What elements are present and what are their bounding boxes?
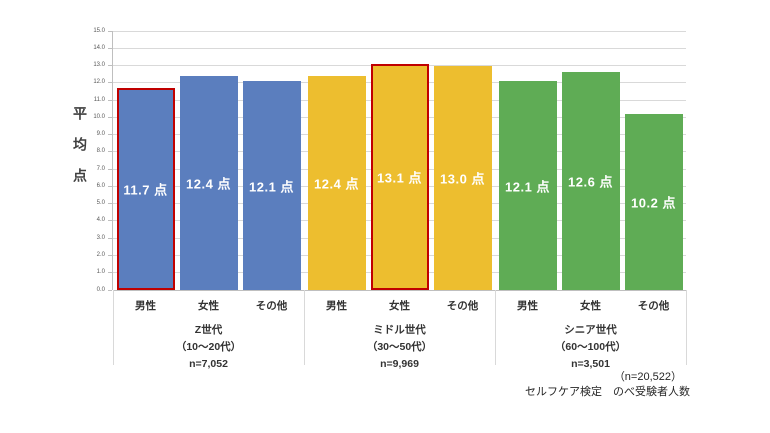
bar-1-0: 12.4 点 [307,75,366,290]
group-separator [685,290,687,365]
y-axis-tick-label: 10.0 [93,113,105,120]
y-axis-tick-mark [108,82,112,84]
bar-1-1: 13.1 点 [370,63,429,290]
y-axis-tick-mark [108,47,112,49]
plot-area: 15.0 14.0 13.0 12.0 11.0 10.0 9.0 8.0 7.0 6.0 5.0 4… [93,28,687,370]
y-axis-tick-mark [108,151,112,153]
y-axis-tick-mark [108,289,112,291]
y-axis-tick-label: 15.0 [93,27,105,34]
category-label: その他 [255,300,288,312]
y-axis-line [112,31,113,290]
y-axis-tick-mark [108,65,112,67]
group-age-range: （10～20代） [175,341,242,353]
group-label: ミドル世代 （30～50代） n=9,969 [367,322,432,373]
group-n: n=9,969 [380,358,419,370]
y-axis-tick-label: 2.0 [96,251,105,258]
bar-value-label: 12.4 点 [314,176,359,192]
y-axis-tick-mark [108,237,112,239]
bar-value-label: 13.1 点 [377,170,422,186]
bar-value-label: 12.1 点 [505,179,550,195]
gridline [113,30,686,32]
bar-2-0: 12.1 点 [498,81,557,290]
y-axis-tick-mark [108,272,112,274]
y-axis-title: 平均点 [72,106,88,199]
group-name: シニア世代 [564,324,617,336]
bar-0-2: 12.1 点 [242,81,301,290]
group-separator [303,290,305,365]
group-n: n=7,052 [189,358,228,370]
footnote-source: セルフケア検定 のべ受験者人数 [525,386,690,398]
group-separator [112,290,114,365]
footnote-n-total: （n=20,522） [613,371,682,383]
y-axis-tick-mark [108,220,112,222]
group-separator [494,290,496,365]
bar-0-0: 11.7 点 [116,87,175,290]
group-label: Z世代 （10～20代） n=7,052 [176,322,241,373]
y-axis-tick-label: 1.0 [96,269,105,276]
y-axis-tick-mark [108,99,112,101]
category-label: 男性 [517,300,538,312]
y-axis-tick-label: 12.0 [93,79,105,86]
gridline [113,289,686,291]
group-label: シニア世代 （60～100代） n=3,501 [555,322,626,373]
y-axis-tick-mark [108,134,112,136]
bar-1-2: 13.0 点 [433,65,492,290]
y-axis-tick-label: 11.0 [93,96,105,103]
category-label: その他 [637,300,670,312]
category-label: 女性 [580,300,601,312]
y-axis-tick-label: 14.0 [93,44,105,51]
y-axis-tick-label: 5.0 [96,200,105,207]
footnote: （n=20,522） セルフケア検定 のべ受験者人数 [525,370,690,400]
y-axis-tick-label: 13.0 [93,62,105,69]
bar-value-label: 12.4 点 [186,176,231,192]
bar-value-label: 10.2 点 [631,195,676,211]
y-axis-tick-label: 7.0 [96,165,105,172]
y-axis-tick-mark [108,168,112,170]
y-axis-tick-mark [108,116,112,118]
bar-0-1: 12.4 点 [179,75,238,290]
category-label: 女性 [198,300,219,312]
y-axis-tick-mark [108,30,112,32]
group-name: ミドル世代 [373,324,426,336]
category-label: その他 [446,300,479,312]
bar-2-1: 12.6 点 [561,72,620,290]
category-label: 男性 [135,300,156,312]
gridline [113,47,686,49]
group-n: n=3,501 [571,358,610,370]
y-axis-tick-label: 3.0 [96,234,105,241]
bar-value-label: 12.1 点 [249,179,294,195]
group-age-range: （60～100代） [554,341,627,353]
category-label: 男性 [326,300,347,312]
y-axis-tick-label: 8.0 [96,148,105,155]
bar-value-label: 12.6 点 [568,174,613,190]
y-axis-tick-label: 6.0 [96,182,105,189]
y-axis-tick-mark [108,254,112,256]
bar-value-label: 11.7 点 [123,182,168,198]
category-label: 女性 [389,300,410,312]
y-axis-tick-label: 4.0 [96,217,105,224]
bar-2-2: 10.2 点 [624,113,683,290]
group-name: Z世代 [194,324,223,336]
y-axis-tick-mark [108,185,112,187]
y-axis-tick-label: 0.0 [96,286,105,293]
group-age-range: （30～50代） [366,341,433,353]
y-axis-tick-mark [108,203,112,205]
bar-value-label: 13.0 点 [440,171,485,187]
y-axis-tick-label: 9.0 [96,131,105,138]
